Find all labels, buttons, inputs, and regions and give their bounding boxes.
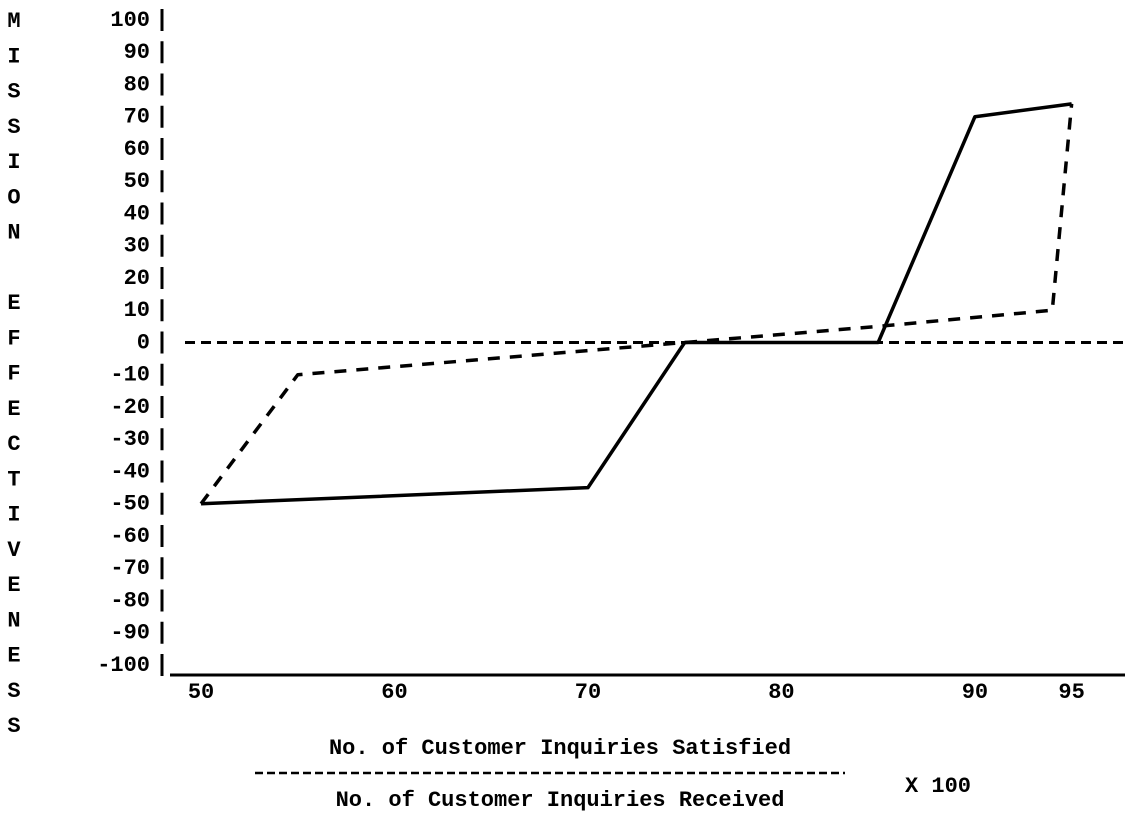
x-label-denominator: No. of Customer Inquiries Received (336, 788, 785, 813)
y-tick-label: 10 (124, 298, 150, 323)
y-tick-label: 0 (137, 330, 150, 355)
x-tick-label: 70 (575, 680, 601, 705)
y-tick-label: -70 (110, 556, 150, 581)
y-tick-label: 80 (124, 72, 150, 97)
y-tick-label: 40 (124, 201, 150, 226)
y-tick-label: -100 (97, 653, 150, 678)
y-label: MISSION EFFECTIVENESS (2, 9, 27, 749)
x-tick-label: 60 (381, 680, 407, 705)
y-tick-label: -50 (110, 492, 150, 517)
x-label-factor: X 100 (905, 774, 971, 799)
y-tick-label: -40 (110, 459, 150, 484)
x-tick-label: 90 (962, 680, 988, 705)
y-tick-label: 50 (124, 169, 150, 194)
y-tick-label: -30 (110, 427, 150, 452)
y-tick-label: 90 (124, 40, 150, 65)
y-tick-label: 70 (124, 105, 150, 130)
y-tick-label: 60 (124, 137, 150, 162)
y-tick-label: 100 (110, 8, 150, 33)
x-label-numerator: No. of Customer Inquiries Satisfied (329, 736, 791, 761)
x-tick-label: 80 (768, 680, 794, 705)
x-tick-label: 50 (188, 680, 214, 705)
x-tick-label: 95 (1058, 680, 1084, 705)
y-tick-label: -80 (110, 588, 150, 613)
y-tick-label: -20 (110, 395, 150, 420)
y-tick-label: -10 (110, 363, 150, 388)
series-line (200, 102, 1072, 506)
y-tick-label: 20 (124, 266, 150, 291)
y-tick-label: -90 (110, 621, 150, 646)
y-tick-label: -60 (110, 524, 150, 549)
y-tick-label: 30 (124, 234, 150, 259)
series-line (199, 103, 1074, 505)
